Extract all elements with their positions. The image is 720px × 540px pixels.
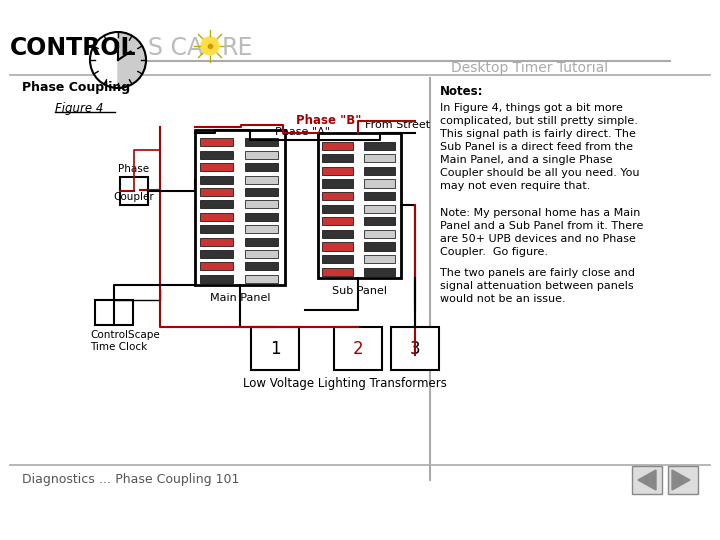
Bar bbox=[364, 230, 395, 238]
Bar bbox=[120, 177, 148, 205]
Bar bbox=[322, 141, 354, 150]
Text: 2: 2 bbox=[353, 340, 364, 357]
Bar bbox=[199, 238, 233, 246]
Text: 3: 3 bbox=[410, 340, 420, 357]
Bar bbox=[199, 275, 233, 283]
Text: Figure 4: Figure 4 bbox=[55, 102, 104, 115]
Bar bbox=[364, 141, 395, 150]
Bar bbox=[322, 167, 354, 175]
Bar bbox=[251, 327, 299, 370]
Bar bbox=[364, 242, 395, 251]
Wedge shape bbox=[90, 32, 118, 88]
Text: S CA: S CA bbox=[148, 36, 203, 60]
Bar bbox=[334, 327, 382, 370]
Text: signal attenuation between panels: signal attenuation between panels bbox=[440, 281, 634, 291]
Bar bbox=[199, 213, 233, 221]
Bar bbox=[322, 179, 354, 187]
Bar bbox=[364, 179, 395, 187]
Bar bbox=[195, 130, 285, 285]
Bar bbox=[245, 151, 278, 159]
Text: Coupler should be all you need. You: Coupler should be all you need. You bbox=[440, 168, 639, 178]
Bar bbox=[245, 176, 278, 184]
Bar bbox=[199, 138, 233, 146]
Bar bbox=[245, 163, 278, 171]
Text: Desktop Timer Tutorial: Desktop Timer Tutorial bbox=[451, 61, 608, 75]
Bar bbox=[199, 163, 233, 171]
Text: RE: RE bbox=[222, 36, 253, 60]
Text: The two panels are fairly close and: The two panels are fairly close and bbox=[440, 268, 635, 278]
Text: Phase "B": Phase "B" bbox=[296, 114, 361, 127]
Text: Sub Panel is a direct feed from the: Sub Panel is a direct feed from the bbox=[440, 142, 633, 152]
Text: Panel and a Sub Panel from it. There: Panel and a Sub Panel from it. There bbox=[440, 221, 644, 231]
Bar bbox=[364, 154, 395, 163]
Bar bbox=[199, 225, 233, 233]
Bar bbox=[245, 200, 278, 208]
Bar bbox=[199, 200, 233, 208]
Text: Main Panel, and a single Phase: Main Panel, and a single Phase bbox=[440, 155, 613, 165]
Bar bbox=[95, 300, 133, 325]
Text: Coupler: Coupler bbox=[114, 192, 154, 202]
Text: would not be an issue.: would not be an issue. bbox=[440, 294, 566, 304]
Bar bbox=[318, 133, 401, 278]
Bar bbox=[322, 205, 354, 213]
Bar bbox=[364, 268, 395, 276]
Bar bbox=[364, 205, 395, 213]
Text: Notes:: Notes: bbox=[440, 85, 484, 98]
Bar bbox=[245, 238, 278, 246]
Bar bbox=[364, 167, 395, 175]
Text: Coupler.  Go figure.: Coupler. Go figure. bbox=[440, 247, 548, 257]
Bar bbox=[245, 275, 278, 283]
Bar bbox=[199, 250, 233, 258]
Bar bbox=[322, 154, 354, 163]
Bar bbox=[322, 192, 354, 200]
Bar bbox=[322, 242, 354, 251]
Text: Phase Coupling: Phase Coupling bbox=[22, 80, 130, 93]
Text: Phase: Phase bbox=[118, 164, 150, 174]
Text: From Street: From Street bbox=[365, 120, 430, 130]
Text: Time Clock: Time Clock bbox=[90, 342, 148, 352]
Text: may not even require that.: may not even require that. bbox=[440, 181, 590, 191]
Bar bbox=[364, 192, 395, 200]
Bar bbox=[245, 250, 278, 258]
Text: Low Voltage Lighting Transformers: Low Voltage Lighting Transformers bbox=[243, 377, 447, 390]
Bar bbox=[245, 213, 278, 221]
Bar bbox=[199, 151, 233, 159]
Text: Phase "A": Phase "A" bbox=[275, 127, 330, 137]
Bar bbox=[322, 268, 354, 276]
Polygon shape bbox=[672, 470, 690, 490]
Text: are 50+ UPB devices and no Phase: are 50+ UPB devices and no Phase bbox=[440, 234, 636, 244]
Polygon shape bbox=[638, 470, 656, 490]
Bar bbox=[364, 217, 395, 225]
Text: 1: 1 bbox=[270, 340, 280, 357]
Bar bbox=[391, 327, 439, 370]
Bar bbox=[668, 466, 698, 494]
Bar bbox=[322, 217, 354, 225]
Bar bbox=[245, 225, 278, 233]
Bar bbox=[245, 262, 278, 271]
Wedge shape bbox=[118, 32, 146, 88]
Text: Diagnostics … Phase Coupling 101: Diagnostics … Phase Coupling 101 bbox=[22, 474, 239, 487]
Circle shape bbox=[201, 37, 219, 55]
Bar bbox=[632, 466, 662, 494]
Bar bbox=[322, 255, 354, 263]
Text: Note: My personal home has a Main: Note: My personal home has a Main bbox=[440, 208, 640, 218]
Text: ControlScape: ControlScape bbox=[90, 330, 160, 340]
Bar bbox=[322, 230, 354, 238]
Text: CONTROL: CONTROL bbox=[10, 36, 137, 60]
Bar bbox=[245, 188, 278, 196]
Bar bbox=[199, 188, 233, 196]
Bar bbox=[245, 138, 278, 146]
Bar bbox=[364, 255, 395, 263]
Text: In Figure 4, things got a bit more: In Figure 4, things got a bit more bbox=[440, 103, 623, 113]
Text: Main Panel: Main Panel bbox=[210, 293, 270, 303]
Text: complicated, but still pretty simple.: complicated, but still pretty simple. bbox=[440, 116, 638, 126]
Bar bbox=[199, 176, 233, 184]
Text: This signal path is fairly direct. The: This signal path is fairly direct. The bbox=[440, 129, 636, 139]
Text: Sub Panel: Sub Panel bbox=[332, 286, 387, 296]
Bar bbox=[199, 262, 233, 271]
